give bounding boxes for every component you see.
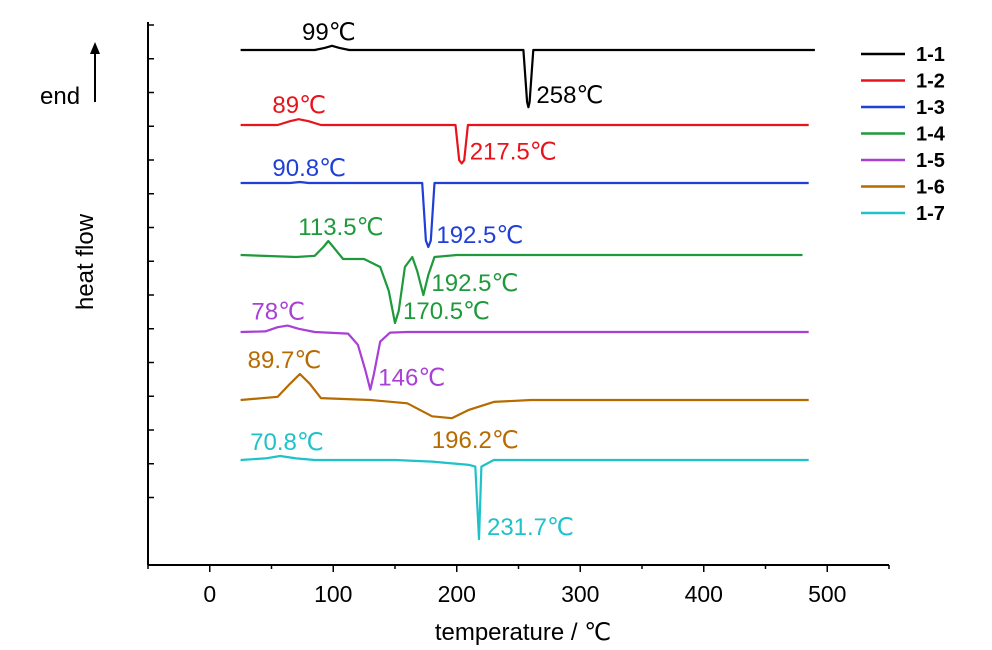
legend-label: 1-4 [916, 124, 946, 146]
series-line-1-5 [240, 324, 809, 391]
data-label: 90.8℃ [272, 155, 346, 182]
legend: 1-1 1-2 1-3 1-4 1-5 1-6 1-7 [861, 44, 946, 225]
data-label: 70.8℃ [250, 429, 324, 456]
x-tick-label: 200 [438, 581, 476, 607]
legend-label: 1-3 [916, 97, 945, 119]
data-label: 78℃ [251, 299, 305, 326]
series-line-1-4 [240, 239, 803, 325]
x-tick-label: 300 [561, 581, 599, 607]
data-label: 89℃ [272, 92, 326, 119]
series-line-1-1 [240, 44, 815, 109]
data-label: 192.5℃ [436, 222, 523, 249]
axes: 0 100 200 300 400 500 [147, 22, 890, 607]
data-label: 146℃ [378, 365, 445, 392]
series-line-1-6 [240, 372, 809, 420]
legend-label: 1-5 [916, 150, 945, 172]
series-line-1-7 [240, 454, 809, 541]
series-layer [240, 44, 815, 541]
x-tick-label: 100 [314, 581, 352, 607]
x-axis-title: temperature / ℃ [435, 619, 611, 646]
data-label: 231.7℃ [487, 514, 574, 541]
endotherm-arrow-icon [90, 42, 100, 102]
data-label: 196.2℃ [432, 427, 519, 454]
data-label: 99℃ [302, 19, 356, 46]
legend-label: 1-2 [916, 71, 945, 93]
legend-label: 1-6 [916, 177, 945, 199]
data-label: 258℃ [536, 82, 603, 109]
x-tick-label: 400 [685, 581, 723, 607]
data-label: 192.5℃ [431, 270, 518, 297]
data-label: 170.5℃ [403, 298, 490, 325]
x-tick-label: 500 [808, 581, 846, 607]
y-axis-title: heat flow [72, 213, 99, 310]
data-label: 217.5℃ [470, 138, 557, 165]
data-label: 113.5℃ [298, 214, 383, 241]
series-line-1-2 [240, 118, 809, 165]
legend-label: 1-1 [916, 44, 945, 66]
data-label: 89.7℃ [248, 347, 322, 374]
endotherm-label: end [40, 83, 80, 110]
x-tick-label: 0 [203, 581, 216, 607]
series-line-1-3 [240, 180, 809, 249]
legend-label: 1-7 [916, 203, 945, 225]
annotation-layer: 99℃258℃89℃217.5℃90.8℃192.5℃113.5℃192.5℃1… [248, 19, 604, 541]
